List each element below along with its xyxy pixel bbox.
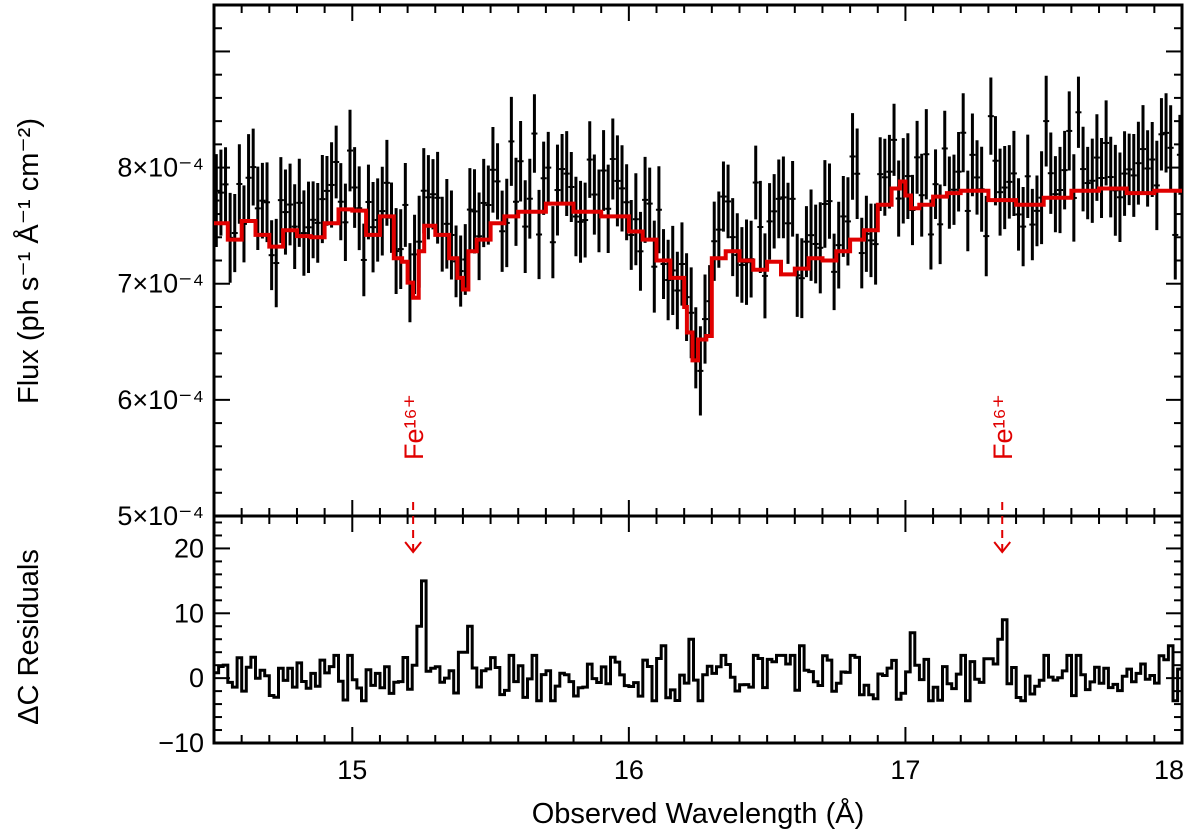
- y-tick-label: 5×10⁻⁴: [117, 501, 204, 531]
- residuals-step-path: [214, 579, 1183, 703]
- annotation-label-fe16: Fe¹⁶⁺: [988, 394, 1018, 460]
- x-axis-title: Observed Wavelength (Å): [532, 797, 865, 830]
- bottom-panel-frame: [212, 514, 1184, 745]
- x-tick-label: 16: [614, 755, 644, 785]
- y-tick-label: 7×10⁻⁴: [117, 269, 204, 299]
- x-tick-label: 17: [890, 755, 920, 785]
- y-tick-label: 0: [189, 663, 204, 693]
- flux-data-points: [213, 75, 1183, 416]
- top-axis-ticks: 5×10⁻⁴ 6×10⁻⁴ 7×10⁻⁴ 8×10⁻⁴: [117, 5, 1183, 531]
- top-panel-frame: [212, 3, 1184, 518]
- residuals-line: [214, 579, 1183, 703]
- y-tick-label: −10: [158, 728, 204, 758]
- y-tick-label: 10: [174, 598, 204, 628]
- y-axis-title-flux: Flux (ph s⁻¹ Å⁻¹ cm⁻²): [12, 118, 45, 404]
- flux-model-line: [214, 179, 1182, 363]
- y-tick-label: 8×10⁻⁴: [117, 153, 204, 183]
- annotation-label-fe16: Fe¹⁶⁺: [399, 394, 429, 460]
- line-annotations: Fe¹⁶⁺ Fe¹⁶⁺: [399, 394, 1018, 554]
- bottom-axis-ticks: −10 0 10 20 15 16 17 18: [158, 516, 1184, 785]
- x-tick-label: 15: [337, 755, 367, 785]
- x-tick-label: 18: [1154, 755, 1184, 785]
- annotation-arrowhead: [404, 541, 422, 554]
- y-tick-label: 6×10⁻⁴: [117, 385, 204, 415]
- y-tick-label: 20: [174, 533, 204, 563]
- y-axis-title-residuals: ΔC Residuals: [13, 549, 45, 725]
- annotation-arrowhead: [993, 541, 1012, 554]
- model-step-path: [214, 179, 1182, 363]
